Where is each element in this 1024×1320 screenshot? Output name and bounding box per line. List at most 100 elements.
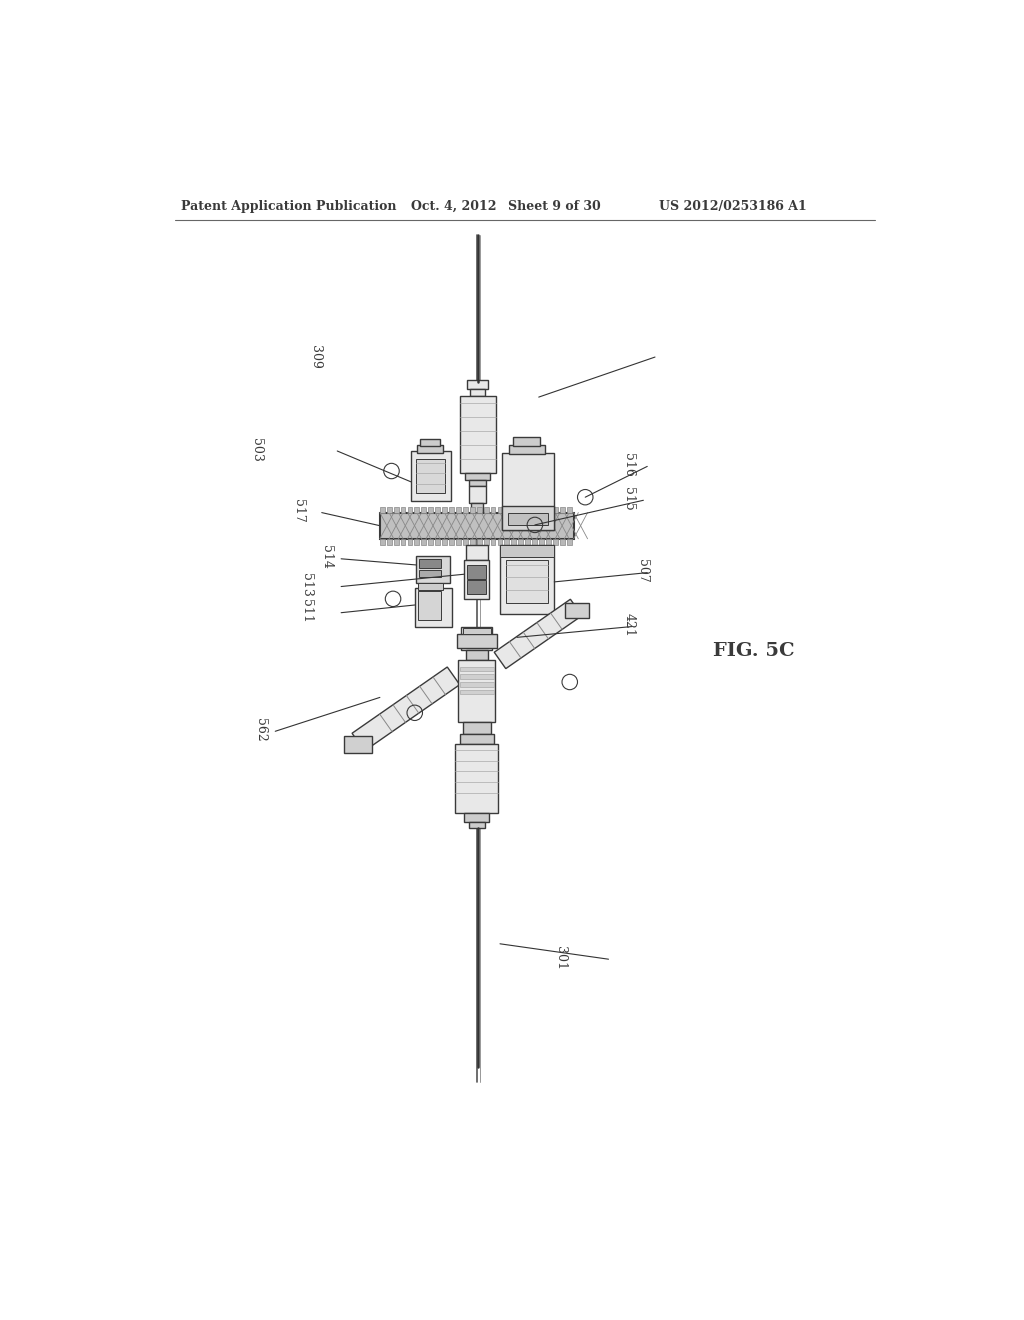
Bar <box>457 635 497 648</box>
Bar <box>525 539 530 545</box>
Text: 515: 515 <box>623 487 636 511</box>
Bar <box>408 507 413 513</box>
Bar <box>465 473 489 480</box>
Bar <box>460 689 494 694</box>
Bar <box>422 507 426 513</box>
Bar <box>344 737 372 752</box>
Bar <box>428 539 433 545</box>
Text: Patent Application Publication: Patent Application Publication <box>180 199 396 213</box>
Bar <box>511 539 516 545</box>
Bar <box>420 438 440 446</box>
Bar <box>415 589 452 627</box>
Bar <box>477 507 481 513</box>
Bar <box>400 539 406 545</box>
Bar <box>565 603 589 618</box>
Bar <box>428 507 433 513</box>
Bar <box>464 560 489 599</box>
Bar <box>483 539 488 545</box>
Bar <box>387 539 391 545</box>
Bar <box>435 539 440 545</box>
Bar <box>539 507 544 513</box>
Bar <box>442 539 447 545</box>
Bar <box>511 507 516 513</box>
Bar <box>466 649 487 660</box>
Bar <box>467 380 487 389</box>
Bar <box>463 539 468 545</box>
Text: 516: 516 <box>623 453 636 477</box>
Bar <box>387 507 391 513</box>
Bar <box>420 558 441 568</box>
Bar <box>532 539 537 545</box>
Bar <box>553 539 558 545</box>
Bar <box>463 507 468 513</box>
Bar <box>418 583 442 590</box>
Bar <box>546 539 551 545</box>
Text: 507: 507 <box>636 560 648 583</box>
Bar <box>532 507 537 513</box>
Bar <box>513 437 541 446</box>
Bar <box>442 507 447 513</box>
Bar <box>418 591 441 620</box>
Bar <box>483 507 488 513</box>
Bar <box>458 660 496 722</box>
Bar <box>566 539 571 545</box>
Bar <box>380 539 385 545</box>
Text: FIG. 5C: FIG. 5C <box>713 643 795 660</box>
Polygon shape <box>495 599 582 669</box>
Bar <box>566 507 571 513</box>
Bar <box>416 459 445 494</box>
Bar <box>417 445 443 453</box>
Bar <box>508 512 548 525</box>
Bar <box>469 822 484 829</box>
Bar <box>420 570 441 577</box>
Bar <box>467 565 486 578</box>
Bar <box>498 539 503 545</box>
Bar <box>509 445 545 454</box>
Text: 513: 513 <box>300 573 313 597</box>
Bar <box>463 722 490 734</box>
Bar <box>505 507 509 513</box>
Bar <box>469 487 486 503</box>
Bar <box>560 539 564 545</box>
Bar <box>450 507 454 513</box>
Bar <box>470 539 475 545</box>
Bar <box>411 451 452 502</box>
Bar <box>450 539 454 545</box>
Bar <box>460 682 494 686</box>
Bar <box>553 507 558 513</box>
Bar <box>502 453 554 529</box>
Bar <box>460 667 494 671</box>
Bar <box>466 545 487 560</box>
Bar <box>455 743 499 813</box>
Text: 309: 309 <box>309 345 323 370</box>
Bar <box>415 507 419 513</box>
Text: 301: 301 <box>554 945 567 970</box>
Bar <box>380 507 385 513</box>
Bar <box>539 539 544 545</box>
Bar <box>469 480 486 486</box>
Bar <box>435 507 440 513</box>
Bar <box>506 560 548 603</box>
Bar <box>408 539 413 545</box>
Bar <box>498 507 503 513</box>
Text: 562: 562 <box>254 718 266 742</box>
Bar <box>467 581 486 594</box>
Bar <box>477 539 481 545</box>
Bar <box>393 539 398 545</box>
Bar <box>415 539 419 545</box>
Text: 421: 421 <box>623 612 636 638</box>
Text: 514: 514 <box>321 545 333 569</box>
Bar <box>560 507 564 513</box>
Text: US 2012/0253186 A1: US 2012/0253186 A1 <box>658 199 807 213</box>
Bar <box>422 539 426 545</box>
Bar <box>470 389 485 396</box>
Text: 517: 517 <box>292 499 305 523</box>
Bar <box>502 507 554 529</box>
Bar <box>393 507 398 513</box>
Polygon shape <box>352 667 460 751</box>
Bar <box>464 813 489 822</box>
Bar <box>470 507 475 513</box>
Bar <box>471 503 483 512</box>
Bar <box>456 539 461 545</box>
Text: 503: 503 <box>251 437 263 462</box>
